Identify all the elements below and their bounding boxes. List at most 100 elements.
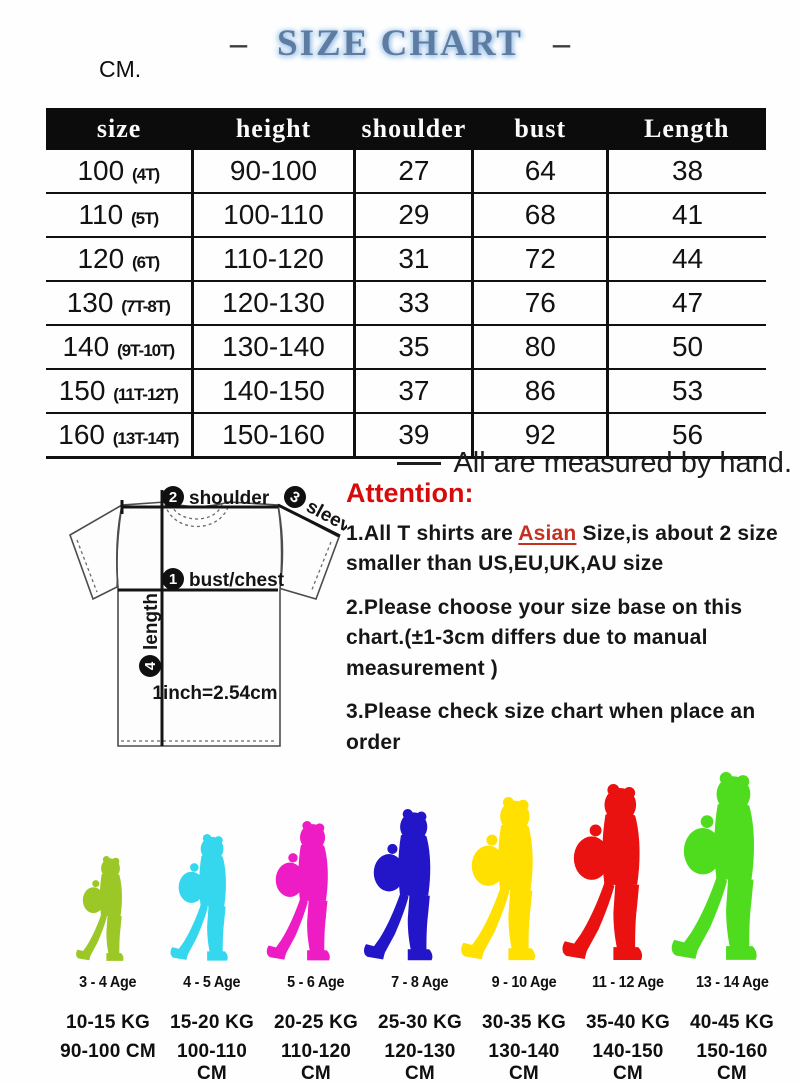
attention-item-1-post: Size,is about 2 size smaller than US,EU,… (346, 522, 778, 576)
attention-item-1-pre: 1.All T shirts are (346, 522, 519, 545)
length-label-group: 4 length (139, 593, 162, 677)
left-seam (116, 504, 123, 589)
age-tag: (5T) (130, 209, 159, 228)
weight-label: 15-20 KG (170, 1012, 254, 1033)
shoulder-label: shoulder (189, 488, 270, 509)
attention-item-2: 2.Please choose your size base on this c… (346, 595, 743, 680)
attention-heading: Attention: (346, 478, 474, 508)
age-label: 9 - 10 Age (491, 974, 557, 991)
length-number: 4 (142, 661, 159, 670)
age-tag: (9T-10T) (116, 341, 175, 360)
length-value: 38 (606, 150, 766, 194)
bust-number-badge (162, 568, 184, 590)
shoulder-number: 2 (169, 489, 177, 506)
age-label: 13 - 14 Age (695, 974, 769, 991)
tshirt-measurement-diagram: 2 shoulder 3 sleeve 1 bust/chest 4 lengt… (69, 486, 347, 747)
bust-value: 86 (471, 369, 608, 414)
weight-label: 30-35 KG (482, 1012, 566, 1033)
height-value: 130-140 (190, 325, 355, 370)
weight-label: 25-30 KG (378, 1012, 462, 1033)
kid-figure-4-5 (170, 834, 228, 961)
attention-item-1: 1.All T shirts are Asian Size,is about 2… (346, 519, 798, 580)
col-header-height: height (192, 108, 355, 150)
age-label: 3 - 4 Age (79, 974, 137, 991)
bust-number: 1 (169, 571, 177, 588)
weight-label: 20-25 KG (274, 1012, 358, 1033)
bust-value: 80 (471, 325, 608, 370)
bust-value: 72 (471, 237, 608, 282)
left-sleeve-outline (69, 503, 123, 601)
height-value: 150-160 (190, 413, 355, 459)
age-size-guide: 3 - 4 Age 4 - 5 Age 5 - 6 Age 7 - 8 Age … (56, 770, 784, 1082)
table-header-row: size height shoulder bust Length (46, 108, 766, 150)
height-label: 100-110 CM (176, 1041, 248, 1082)
page-title: SIZE CHART (277, 23, 523, 64)
height-value: 110-120 (190, 237, 355, 282)
shoulder-value: 39 (353, 413, 473, 459)
height-label: 120-130 CM (384, 1041, 456, 1082)
right-seam (277, 504, 284, 589)
kid-figure-5-6 (267, 821, 331, 961)
table-row: 130 (7T-8T) 120-130 33 76 47 (46, 281, 766, 326)
size-value: 140 (62, 331, 110, 362)
height-label: 130-140 CM (488, 1041, 560, 1082)
height-label: 90-100 CM (60, 1041, 156, 1062)
age-tag: (6T) (131, 253, 160, 272)
col-header-length: Length (607, 108, 766, 150)
kid-silhouette (461, 797, 536, 961)
bust-value: 92 (471, 413, 608, 459)
note-dash (397, 462, 442, 465)
bust-value: 76 (471, 281, 608, 326)
attention-section: Attention: 1.All T shirts are Asian Size… (346, 478, 798, 771)
size-value: 110 (78, 199, 124, 230)
weight-label: 35-40 KG (586, 1012, 670, 1033)
height-label: 150-160 CM (696, 1041, 768, 1082)
length-value: 50 (606, 325, 766, 370)
height-value: 90-100 (190, 150, 355, 194)
size-value: 130 (66, 287, 114, 318)
shoulder-value: 27 (353, 150, 473, 194)
shoulder-value: 29 (353, 193, 473, 238)
height-value: 100-110 (190, 193, 355, 238)
title-dash-left: – (230, 24, 248, 62)
length-label: length (141, 593, 162, 650)
sleeve-line (277, 503, 341, 538)
asian-size-highlight: Asian (518, 522, 577, 545)
right-cuff-stitch (310, 541, 332, 593)
height-label: 110-120 CM (280, 1041, 352, 1082)
attention-item-3: 3.Please check size chart when place an … (346, 700, 756, 754)
height-value: 120-130 (190, 281, 355, 326)
inch-scale-note: 1inch=2.54cm (152, 683, 277, 704)
shoulder-value: 31 (353, 237, 473, 282)
collar-outer (164, 503, 230, 527)
kid-figures-row (56, 770, 784, 962)
height-value: 140-150 (190, 369, 355, 414)
kid-figure-9-10 (461, 797, 536, 961)
table-row: 100 (4T) 90-100 27 64 38 (46, 150, 766, 194)
table-row: 110 (5T) 100-110 29 68 41 (46, 193, 766, 238)
unit-label: CM. (99, 56, 142, 82)
height-labels-row: 90-100 CM 100-110 CM 110-120 CM 120-130 … (56, 1041, 784, 1082)
age-tag: (11T-12T) (113, 385, 179, 404)
kid-silhouette (364, 809, 433, 961)
size-value: 100 (77, 155, 125, 186)
weight-label: 40-45 KG (690, 1012, 774, 1033)
kid-figure-13-14 (671, 772, 757, 960)
kid-figure-11-12 (562, 784, 643, 961)
length-number-badge (139, 655, 161, 677)
age-tag: (4T) (131, 165, 160, 184)
age-tag: (13T-14T) (112, 429, 180, 448)
measured-note-text: All are measured by hand. (453, 447, 792, 479)
size-value: 150 (58, 375, 106, 406)
measured-note: All are measured by hand. (397, 447, 792, 480)
shoulder-value: 33 (353, 281, 473, 326)
height-label: 140-150 CM (592, 1041, 664, 1082)
kid-silhouette (562, 784, 643, 961)
bust-label: bust/chest (189, 570, 285, 591)
age-tag: (7T-8T) (121, 297, 171, 316)
col-header-size: size (46, 108, 193, 150)
kid-silhouette (267, 821, 331, 961)
title-dash-right: – (552, 24, 570, 62)
length-value: 47 (606, 281, 766, 326)
